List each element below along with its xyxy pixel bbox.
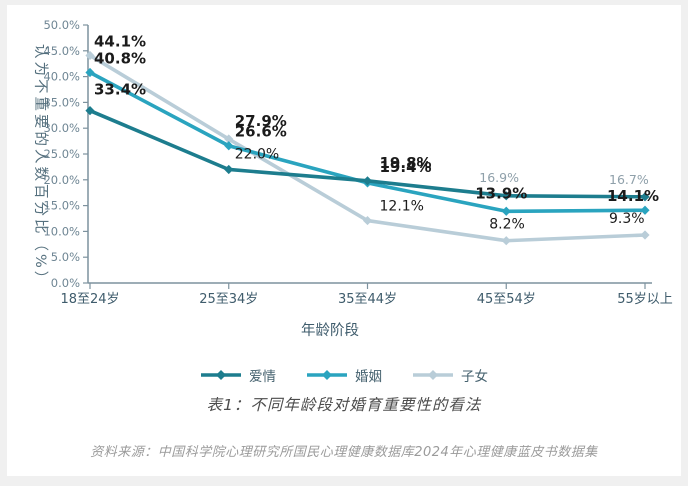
y-tick-label: 25.0% bbox=[43, 147, 80, 161]
data-label: 27.9% bbox=[235, 112, 287, 130]
data-label: 33.4% bbox=[94, 81, 146, 99]
y-tick-label: 35.0% bbox=[43, 95, 80, 109]
data-label: 22.0% bbox=[235, 146, 279, 162]
data-point bbox=[224, 134, 234, 144]
data-point bbox=[640, 205, 650, 215]
data-point bbox=[362, 215, 373, 226]
data-point bbox=[85, 50, 95, 61]
data-label: 16.7% bbox=[609, 172, 649, 187]
legend-marker-icon bbox=[307, 370, 347, 380]
data-label: 16.9% bbox=[479, 170, 519, 185]
y-tick-label: 50.0% bbox=[43, 18, 80, 32]
data-label: 26.6% bbox=[235, 123, 287, 141]
data-point bbox=[85, 67, 95, 78]
y-axis-title: 认为不重要的人数百分比（%） bbox=[32, 44, 49, 288]
data-label: 40.8% bbox=[94, 49, 146, 67]
x-tick-label: 25至34岁 bbox=[199, 292, 258, 307]
legend-marker-icon bbox=[413, 370, 453, 380]
data-label: 12.1% bbox=[380, 199, 424, 215]
legend-marker-icon bbox=[201, 370, 241, 380]
data-point bbox=[640, 192, 650, 202]
chart-caption: 表1：不同年龄段对婚育重要性的看法 bbox=[206, 396, 482, 414]
legend-item-爱情: 爱情 bbox=[200, 365, 276, 385]
y-tick-label: 30.0% bbox=[43, 121, 80, 135]
data-label: 19.8% bbox=[380, 154, 432, 172]
data-point bbox=[224, 141, 234, 151]
y-tick-label: 10.0% bbox=[43, 224, 80, 238]
chart-legend: 爱情 婚姻 子女 bbox=[7, 365, 681, 385]
data-point bbox=[85, 106, 95, 116]
y-tick-label: 15.0% bbox=[43, 199, 80, 213]
chart-svg: 0.0% 5.0% 10.0% 15.0% 20.0% 25.0% 30.0% 35.0% 40… bbox=[32, 18, 673, 339]
data-label: 14.1% bbox=[607, 187, 659, 205]
x-tick-label: 45至54岁 bbox=[477, 292, 536, 307]
data-point bbox=[362, 176, 373, 186]
series-line-婚姻 bbox=[88, 70, 647, 214]
source-note: 资料来源：中国科学院心理研究所国民心理健康数据库2024年心理健康蓝皮书数据集 bbox=[90, 445, 598, 460]
x-tick-label: 18至24岁 bbox=[60, 292, 119, 307]
chart-panel: 0.0% 5.0% 10.0% 15.0% 20.0% 25.0% 30.0% 35.0% 40… bbox=[7, 5, 681, 476]
y-tick-label: 0.0% bbox=[51, 276, 80, 290]
y-tick-label: 5.0% bbox=[51, 250, 80, 264]
data-point bbox=[640, 230, 650, 240]
data-point bbox=[501, 191, 511, 201]
data-point bbox=[224, 164, 234, 175]
data-label: 19.4% bbox=[380, 158, 432, 176]
data-label: 13.9% bbox=[475, 184, 527, 202]
x-tick-label: 35至44岁 bbox=[338, 292, 397, 307]
data-label: 9.3% bbox=[609, 211, 645, 227]
data-point bbox=[501, 236, 511, 246]
legend-item-婚姻: 婚姻 bbox=[306, 365, 382, 385]
data-label: 8.2% bbox=[489, 217, 525, 233]
y-tick-label: 45.0% bbox=[43, 44, 80, 58]
data-point bbox=[501, 206, 511, 216]
y-tick-label: 20.0% bbox=[43, 173, 80, 187]
legend-item-子女: 子女 bbox=[412, 365, 488, 385]
x-axis-title: 年龄阶段 bbox=[301, 322, 359, 339]
y-tick-label: 40.0% bbox=[43, 70, 80, 84]
series-line-子女 bbox=[88, 53, 647, 243]
legend-label: 爱情 bbox=[249, 369, 276, 385]
legend-label: 子女 bbox=[461, 369, 488, 385]
legend-label: 婚姻 bbox=[355, 369, 382, 385]
data-label: 44.1% bbox=[94, 32, 146, 50]
x-tick-label: 55岁以上 bbox=[617, 292, 673, 307]
